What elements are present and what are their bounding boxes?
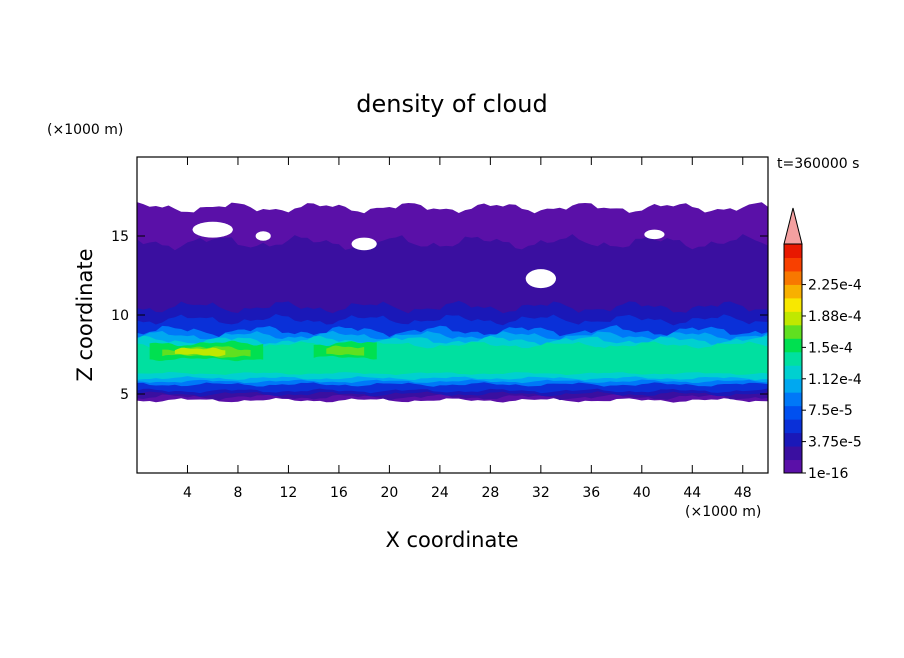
time-label: t=360000 s bbox=[777, 156, 859, 172]
colorbar-swatch bbox=[784, 284, 802, 299]
cloud-core bbox=[566, 346, 604, 365]
colorbar-swatch bbox=[784, 459, 802, 474]
y-tick-label: 10 bbox=[111, 308, 129, 324]
x-tick-label: 8 bbox=[233, 485, 242, 501]
colorbar-swatch bbox=[784, 338, 802, 353]
x-tick-label: 28 bbox=[481, 485, 499, 501]
colorbar-frame bbox=[783, 243, 803, 474]
cloud-gap bbox=[192, 221, 233, 238]
x-unit-label: (×1000 m) bbox=[685, 504, 761, 520]
x-axis: 4 8 12 16 20 24 28 32 36 40 44 48 bbox=[183, 157, 752, 501]
colorbar-swatch bbox=[784, 446, 802, 461]
colorbar-swatch bbox=[784, 392, 802, 407]
y-unit-label: (×1000 m) bbox=[47, 122, 123, 138]
cloud-core bbox=[174, 347, 226, 357]
colorbar-swatch bbox=[784, 270, 802, 285]
colorbar-swatch bbox=[784, 405, 802, 420]
x-axis-label: X coordinate bbox=[385, 528, 518, 552]
x-tick-label: 36 bbox=[582, 485, 600, 501]
colorbar-swatch bbox=[784, 297, 802, 312]
y-tick-label: 5 bbox=[120, 387, 129, 403]
colorbar-tick-label: 1e-16 bbox=[808, 466, 848, 482]
cloud-field bbox=[137, 202, 768, 403]
colorbar-swatch bbox=[784, 419, 802, 434]
x-tick-label: 20 bbox=[380, 485, 398, 501]
cloud-core bbox=[717, 350, 768, 367]
colorbar: 1e-16 3.75e-5 7.5e-5 1.12e-4 1.5e-4 1.88e-4 2.… bbox=[783, 207, 862, 482]
x-tick-label: 48 bbox=[734, 485, 752, 501]
colorbar-tick-label: 2.25e-4 bbox=[808, 278, 862, 294]
x-tick-label: 24 bbox=[431, 485, 449, 501]
cloud-gap bbox=[525, 269, 556, 289]
colorbar-swatch bbox=[784, 365, 802, 380]
cloud-core bbox=[326, 345, 365, 356]
y-tick-label: 15 bbox=[111, 229, 129, 245]
x-tick-label: 40 bbox=[633, 485, 651, 501]
colorbar-swatch bbox=[784, 378, 802, 393]
x-tick-label: 32 bbox=[532, 485, 550, 501]
colorbar-swatch bbox=[784, 257, 802, 272]
x-tick-label: 44 bbox=[683, 485, 701, 501]
colorbar-swatch bbox=[784, 432, 802, 447]
colorbar-tick-label: 1.88e-4 bbox=[808, 309, 862, 325]
cloud-gap bbox=[644, 229, 665, 240]
colorbar-extend-triangle bbox=[783, 207, 803, 245]
colorbar-tick-label: 1.5e-4 bbox=[808, 340, 853, 356]
colorbar-swatch bbox=[784, 324, 802, 339]
cloud-gap bbox=[351, 237, 377, 251]
chart-title: density of cloud bbox=[356, 90, 547, 118]
colorbar-swatch bbox=[784, 311, 802, 326]
colorbar-swatch bbox=[784, 244, 802, 258]
colorbar-swatch bbox=[784, 351, 802, 366]
cloud-band bbox=[137, 341, 768, 376]
colorbar-tick-label: 1.12e-4 bbox=[808, 372, 862, 388]
x-tick-label: 16 bbox=[330, 485, 348, 501]
colorbar-tick-label: 3.75e-5 bbox=[808, 435, 862, 451]
x-tick-label: 12 bbox=[280, 485, 298, 501]
y-axis: 5 10 15 bbox=[111, 229, 768, 403]
colorbar-tick-label: 7.5e-5 bbox=[808, 403, 853, 419]
x-tick-label: 4 bbox=[183, 485, 192, 501]
y-axis-label: Z coordinate bbox=[73, 248, 97, 381]
cloud-gap bbox=[255, 231, 271, 241]
